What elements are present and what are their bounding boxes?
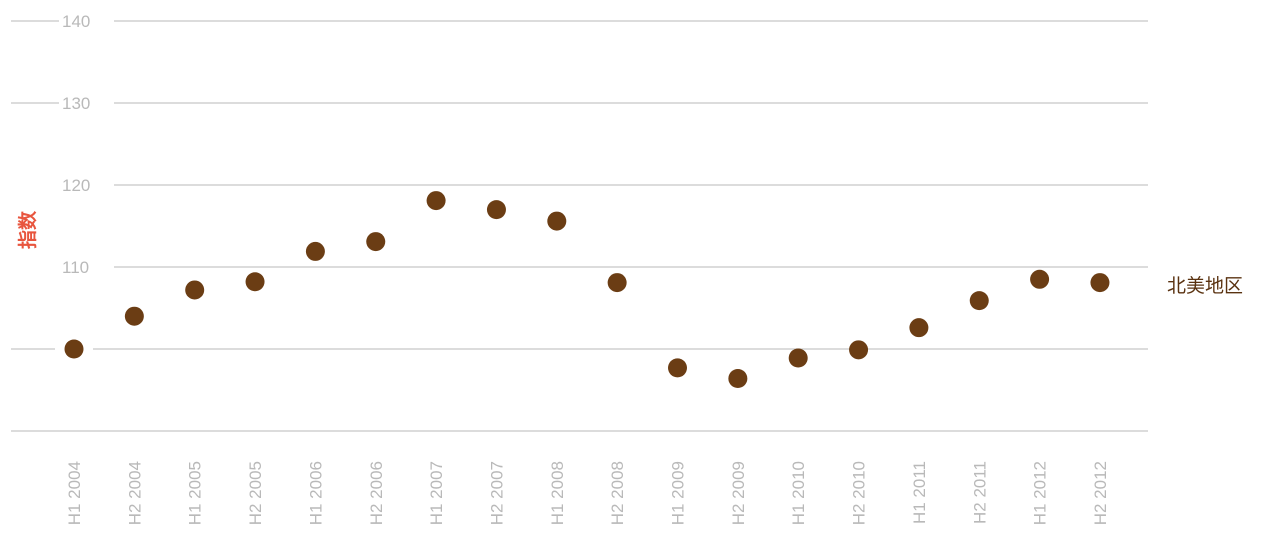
x-tick-label: H2 2009: [729, 461, 748, 525]
x-tick-label: H1 2008: [548, 461, 567, 525]
data-point: [366, 232, 386, 252]
data-point: [64, 339, 84, 359]
y-tick-label: 140: [62, 12, 90, 31]
data-point: [969, 291, 989, 311]
x-tick-label: H2 2006: [367, 461, 386, 525]
data-point: [426, 191, 446, 211]
x-tick-label: H1 2005: [186, 461, 205, 525]
data-point: [124, 306, 144, 326]
x-tick-label: H1 2006: [306, 461, 325, 525]
data-point: [185, 280, 205, 300]
x-tick-label: H1 2010: [789, 461, 808, 525]
x-axis-ticks: H1 2004 H2 2004 H1 2005 H2 2005 H1 2006 H2 20…: [65, 461, 1110, 525]
data-point: [245, 272, 265, 292]
x-tick-label: H2 2012: [1091, 461, 1110, 525]
y-tick-label: 130: [62, 94, 90, 113]
x-tick-label: H1 2009: [669, 461, 688, 525]
series-label: 北美地区: [1167, 275, 1243, 297]
data-point: [305, 241, 325, 261]
data-point: [849, 340, 869, 360]
x-tick-label: H1 2011: [910, 461, 929, 524]
x-tick-label: H2 2005: [246, 461, 265, 525]
y-axis-ticks: 110 120 130 140: [62, 12, 90, 277]
x-tick-label: H1 2004: [65, 461, 84, 525]
y-tick-label: 120: [62, 176, 90, 195]
x-tick-label: H1 2012: [1031, 461, 1050, 525]
data-points: [64, 191, 1110, 389]
x-tick-label: H2 2004: [125, 461, 144, 525]
x-tick-label: H2 2007: [487, 461, 506, 525]
data-point: [1030, 269, 1050, 289]
x-tick-label: H2 2010: [850, 461, 869, 525]
data-point: [728, 369, 748, 389]
x-tick-label: H2 2011: [970, 461, 989, 524]
x-tick-label: H1 2007: [427, 461, 446, 525]
data-point: [486, 200, 506, 220]
data-point: [607, 273, 627, 293]
gridlines: [11, 20, 1148, 432]
x-tick-label: H2 2008: [608, 461, 627, 525]
data-point: [547, 211, 567, 231]
y-axis-label: 指数: [16, 210, 39, 249]
data-point: [668, 358, 687, 378]
data-point: [909, 318, 929, 338]
data-point: [1090, 273, 1110, 293]
data-point: [788, 348, 808, 368]
y-tick-label: 110: [62, 258, 89, 277]
